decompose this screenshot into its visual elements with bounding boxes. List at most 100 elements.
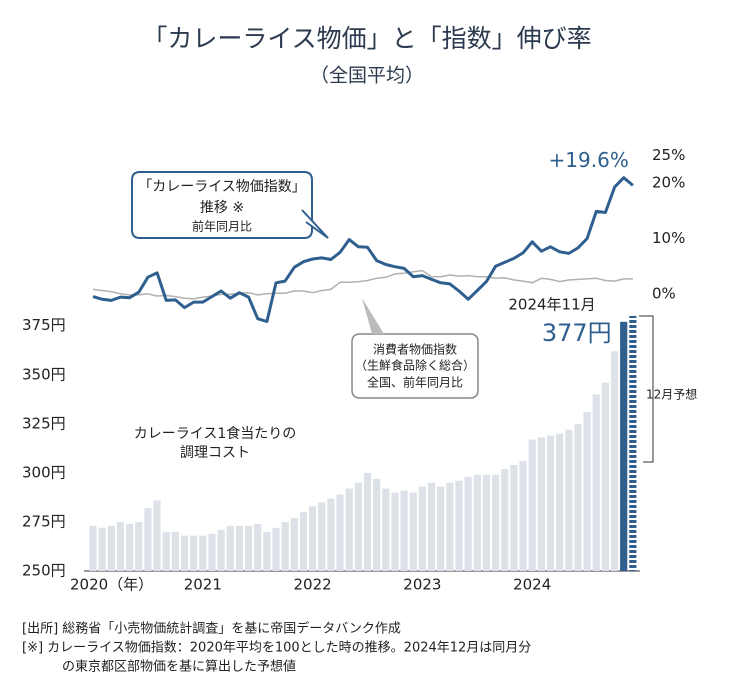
bar bbox=[437, 486, 445, 571]
bar bbox=[190, 535, 198, 571]
bar bbox=[464, 476, 472, 571]
bar bbox=[583, 412, 591, 571]
bar bbox=[382, 488, 390, 571]
y-tick-label: 325円 bbox=[22, 414, 66, 432]
bar bbox=[601, 382, 609, 571]
bar bbox=[473, 474, 481, 571]
bar bbox=[565, 429, 573, 571]
bar bbox=[272, 527, 280, 571]
bar bbox=[400, 490, 408, 571]
x-tick-label: 2021 bbox=[184, 576, 222, 594]
bar bbox=[363, 472, 372, 571]
bar bbox=[418, 486, 426, 571]
footer: [※] カレーライス物価指数：2020年平均を100とした時の推移。2024年1… bbox=[22, 641, 531, 656]
y-tick-label: 10% bbox=[652, 229, 685, 247]
value-label: +19.6% bbox=[549, 148, 629, 172]
bar bbox=[299, 512, 308, 571]
bar bbox=[263, 531, 271, 571]
annotation: 調理コスト bbox=[180, 445, 250, 461]
chart-title: 「カレーライス物価」と「指数」伸び率 bbox=[142, 24, 591, 53]
bar bbox=[510, 465, 518, 571]
bar bbox=[281, 521, 289, 571]
bar bbox=[144, 508, 152, 571]
bar bbox=[574, 423, 582, 571]
bar bbox=[126, 523, 134, 571]
bar bbox=[235, 525, 243, 571]
annotation: 12月予想 bbox=[646, 387, 697, 402]
bar bbox=[180, 535, 189, 571]
y-tick-label: 275円 bbox=[22, 512, 66, 530]
bar bbox=[629, 315, 637, 571]
bar bbox=[171, 531, 179, 571]
annotation: カレーライス1食当たりの bbox=[134, 425, 297, 442]
y-tick-label: 250円 bbox=[22, 562, 66, 580]
bar bbox=[327, 498, 335, 571]
annotation: （生鮮食品除く総合） bbox=[355, 358, 475, 373]
bar bbox=[318, 502, 326, 571]
bar bbox=[546, 435, 555, 571]
bar bbox=[592, 394, 600, 571]
y-tick-label: 375円 bbox=[22, 316, 66, 334]
bar bbox=[208, 533, 216, 571]
annotation: 全国、前年同月比 bbox=[367, 375, 463, 390]
annotation: 2024年11月 bbox=[508, 296, 595, 314]
bar bbox=[482, 474, 491, 571]
callout-box bbox=[131, 171, 313, 239]
line bbox=[92, 176, 634, 323]
bar bbox=[162, 531, 170, 571]
bar bbox=[556, 433, 564, 571]
bracket bbox=[639, 315, 654, 463]
x-tick-label: 2023 bbox=[403, 576, 441, 594]
bar bbox=[345, 488, 353, 571]
y-tick-label: 25% bbox=[652, 146, 685, 164]
y-tick-label: 350円 bbox=[22, 365, 66, 383]
callout-box bbox=[351, 333, 479, 399]
x-tick-label: 2024 bbox=[513, 576, 551, 594]
footer: の東京都区部物価を基に算出した予想値 bbox=[62, 659, 296, 675]
bar bbox=[620, 321, 628, 571]
bar bbox=[537, 437, 545, 571]
footer: [出所] 総務省「小売物価統計調査」を基に帝国データバンク作成 bbox=[22, 621, 401, 637]
bar bbox=[373, 478, 381, 571]
bar bbox=[354, 482, 362, 571]
annotation: 消費者物価指数 bbox=[373, 342, 457, 357]
bar bbox=[107, 525, 115, 571]
bar bbox=[519, 461, 527, 571]
bar bbox=[116, 521, 125, 571]
bar bbox=[89, 525, 97, 571]
y-tick-label: 0% bbox=[652, 284, 676, 302]
bar bbox=[528, 439, 536, 571]
bar bbox=[290, 518, 298, 571]
bar bbox=[409, 492, 417, 571]
bar bbox=[427, 482, 436, 571]
x-tick-label: 2020（年） bbox=[70, 576, 153, 594]
annotation: 「カレーライス物価指数」 bbox=[138, 179, 306, 195]
chart-subtitle: （全国平均） bbox=[310, 65, 424, 87]
bar bbox=[98, 527, 106, 571]
annotation: 前年同月比 bbox=[192, 219, 252, 234]
bar bbox=[244, 525, 253, 571]
x-tick-label: 2022 bbox=[294, 576, 332, 594]
bar bbox=[492, 474, 500, 571]
bar bbox=[336, 494, 344, 571]
bar bbox=[309, 506, 317, 571]
bar bbox=[153, 500, 161, 571]
annotation: 推移 ※ bbox=[200, 200, 244, 216]
line bbox=[92, 269, 633, 300]
callout-pointer bbox=[301, 209, 329, 239]
bar bbox=[226, 525, 234, 571]
y-tick-label: 300円 bbox=[22, 463, 66, 481]
bar bbox=[199, 535, 207, 571]
bar bbox=[135, 521, 143, 571]
bar bbox=[391, 492, 399, 571]
bar bbox=[501, 468, 509, 571]
y-tick-label: 20% bbox=[652, 174, 685, 192]
bar bbox=[446, 482, 454, 571]
bar bbox=[254, 523, 262, 571]
bar bbox=[610, 351, 619, 571]
value-label: 377円 bbox=[542, 319, 612, 347]
bar bbox=[217, 529, 225, 571]
callout-pointer bbox=[362, 298, 384, 334]
bar bbox=[455, 480, 463, 571]
